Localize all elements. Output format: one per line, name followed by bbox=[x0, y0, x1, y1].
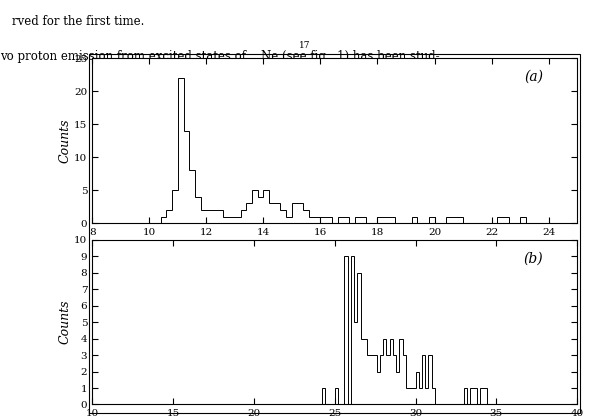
Text: (b): (b) bbox=[524, 251, 543, 265]
Y-axis label: Counts: Counts bbox=[58, 300, 71, 344]
Text: vo proton emission from excited states of    Ne (see fig.  1) has been stud-: vo proton emission from excited states o… bbox=[0, 50, 440, 63]
X-axis label: $\Delta_{11}$ (MeV): $\Delta_{11}$ (MeV) bbox=[302, 240, 367, 255]
Text: (a): (a) bbox=[524, 70, 543, 84]
Y-axis label: Counts: Counts bbox=[58, 118, 71, 163]
Text: 17: 17 bbox=[299, 40, 310, 50]
Text: rved for the first time.: rved for the first time. bbox=[12, 15, 144, 28]
